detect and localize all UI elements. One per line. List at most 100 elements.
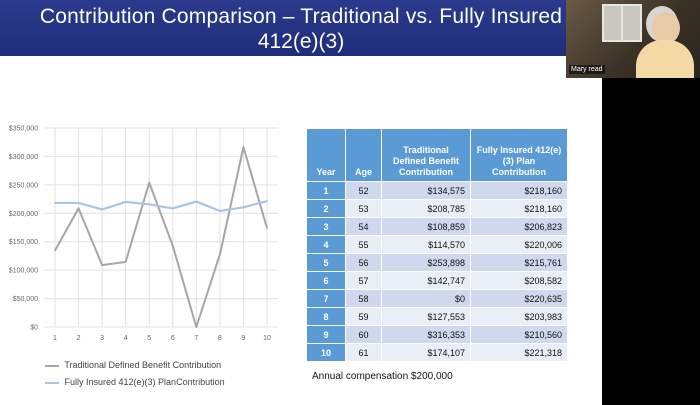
age-cell: 54	[346, 218, 381, 235]
legend-item-insured: Fully Insured 412(e)(3) PlanContribution	[45, 377, 225, 389]
year-cell: 1	[307, 182, 345, 199]
x-tick-label: 6	[171, 335, 175, 342]
slide-title-line1: Contribution Comparison – Traditional vs…	[39, 5, 563, 28]
data-point-traditional	[124, 260, 127, 263]
data-point-traditional	[195, 326, 198, 328]
table-body: 1 52 $134,575 $218,160 2 53 $208,785 $218,160 3 5…	[307, 182, 567, 361]
age-cell: 59	[346, 308, 381, 325]
insured-cell: $220,635	[471, 290, 567, 307]
data-point-traditional	[242, 146, 245, 149]
table-row: 4 55 $114,570 $220,006	[307, 236, 567, 253]
data-point-insured	[54, 202, 56, 204]
insured-cell: $203,983	[471, 308, 567, 325]
y-tick-label: $300,000	[9, 154, 38, 161]
traditional-cell: $174,107	[382, 344, 470, 361]
y-tick-label: $100,000	[9, 268, 38, 275]
header-insured: Fully Insured 412(e)(3) Plan Contributio…	[471, 129, 567, 181]
header-year: Year	[307, 129, 345, 181]
chart-plot-area: $0 $50,000 $100,000 $150,000 $200,000 $250,00…	[9, 126, 278, 342]
slide-title-line2: 412(e)(3)	[257, 30, 345, 53]
insured-cell: $221,318	[471, 344, 567, 361]
age-cell: 60	[346, 326, 381, 343]
x-tick-label: 10	[263, 335, 271, 342]
age-cell: 57	[346, 272, 381, 289]
y-tick-label: $150,000	[9, 239, 38, 246]
data-point-traditional	[218, 253, 221, 256]
traditional-cell: $134,575	[382, 182, 470, 199]
x-tick-label: 4	[124, 335, 128, 342]
age-cell: 52	[346, 182, 381, 199]
contribution-line-chart: $0 $50,000 $100,000 $150,000 $200,000 $250,00…	[0, 110, 285, 400]
background-window	[602, 4, 642, 42]
insured-cell: $215,761	[471, 254, 567, 271]
data-point-traditional	[171, 244, 174, 247]
table-row: 10 61 $174,107 $221,318	[307, 344, 567, 361]
year-cell: 7	[307, 290, 345, 307]
traditional-cell: $0	[382, 290, 470, 307]
year-cell: 10	[307, 344, 345, 361]
year-cell: 8	[307, 308, 345, 325]
insured-cell: $220,006	[471, 236, 567, 253]
age-cell: 58	[346, 290, 381, 307]
data-point-insured	[124, 201, 127, 203]
insured-cell: $218,160	[471, 182, 567, 199]
data-point-insured	[218, 210, 221, 212]
table-row: 7 58 $0 $220,635	[307, 290, 567, 307]
x-tick-label: 9	[241, 335, 245, 342]
participant-video-tile[interactable]: Mary read	[566, 0, 700, 78]
year-cell: 2	[307, 200, 345, 217]
data-point-traditional	[266, 227, 268, 229]
age-cell: 61	[346, 344, 381, 361]
data-point-insured	[242, 206, 245, 209]
traditional-cell: $108,859	[382, 218, 470, 235]
data-point-insured	[148, 203, 151, 206]
legend-label-insured: Fully Insured 412(e)(3) PlanContribution	[64, 377, 225, 387]
year-cell: 5	[307, 254, 345, 271]
data-point-traditional	[54, 249, 56, 252]
x-tick-label: 8	[218, 335, 222, 342]
table-row: 9 60 $316,353 $210,560	[307, 326, 567, 343]
y-tick-label: $350,000	[9, 126, 38, 133]
traditional-cell: $114,570	[382, 236, 470, 253]
data-point-insured	[101, 208, 104, 211]
traditional-cell: $127,553	[382, 308, 470, 325]
x-tick-label: 5	[147, 335, 151, 342]
y-tick-label: $200,000	[9, 211, 38, 218]
traditional-cell: $316,353	[382, 326, 470, 343]
header-age: Age	[346, 129, 381, 181]
legend-swatch-traditional	[45, 364, 59, 367]
participant-head	[652, 12, 680, 44]
age-cell: 53	[346, 200, 381, 217]
data-point-insured	[171, 207, 174, 210]
legend-item-traditional: Traditional Defined Benefit Contribution	[45, 360, 221, 372]
data-point-insured	[77, 202, 80, 204]
y-tick-label: $50,000	[13, 296, 38, 303]
legend-label-traditional: Traditional Defined Benefit Contribution	[64, 360, 222, 370]
table-row: 1 52 $134,575 $218,160	[307, 182, 567, 199]
traditional-cell: $142,747	[382, 272, 470, 289]
table-row: 3 54 $108,859 $206,823	[307, 218, 567, 235]
y-tick-label: $0	[30, 325, 38, 332]
table-row: 2 53 $208,785 $218,160	[307, 200, 567, 217]
x-tick-label: 1	[53, 335, 57, 342]
table-row: 5 56 $253,898 $215,761	[307, 254, 567, 271]
data-point-insured	[266, 200, 268, 203]
age-cell: 55	[346, 236, 381, 253]
data-point-traditional	[77, 207, 80, 210]
series-line-insured	[55, 200, 268, 213]
series-line-traditional	[54, 146, 268, 328]
year-cell: 4	[307, 236, 345, 253]
year-cell: 6	[307, 272, 345, 289]
data-point-insured	[195, 200, 198, 203]
x-tick-label: 3	[100, 335, 104, 342]
year-cell: 3	[307, 218, 345, 235]
y-tick-label: $250,000	[9, 182, 38, 189]
participant-name-label: Mary read	[569, 65, 605, 74]
compensation-caption: Annual compensation $200,000	[312, 371, 453, 382]
traditional-cell: $253,898	[382, 254, 470, 271]
presentation-slide: Contribution Comparison – Traditional vs…	[0, 0, 602, 400]
header-traditional: Traditional Defined Benefit Contribution	[382, 129, 470, 181]
contribution-table: Year Age Traditional Defined Benefit Con…	[306, 128, 568, 362]
slide-title-banner: Contribution Comparison – Traditional vs…	[0, 0, 602, 56]
